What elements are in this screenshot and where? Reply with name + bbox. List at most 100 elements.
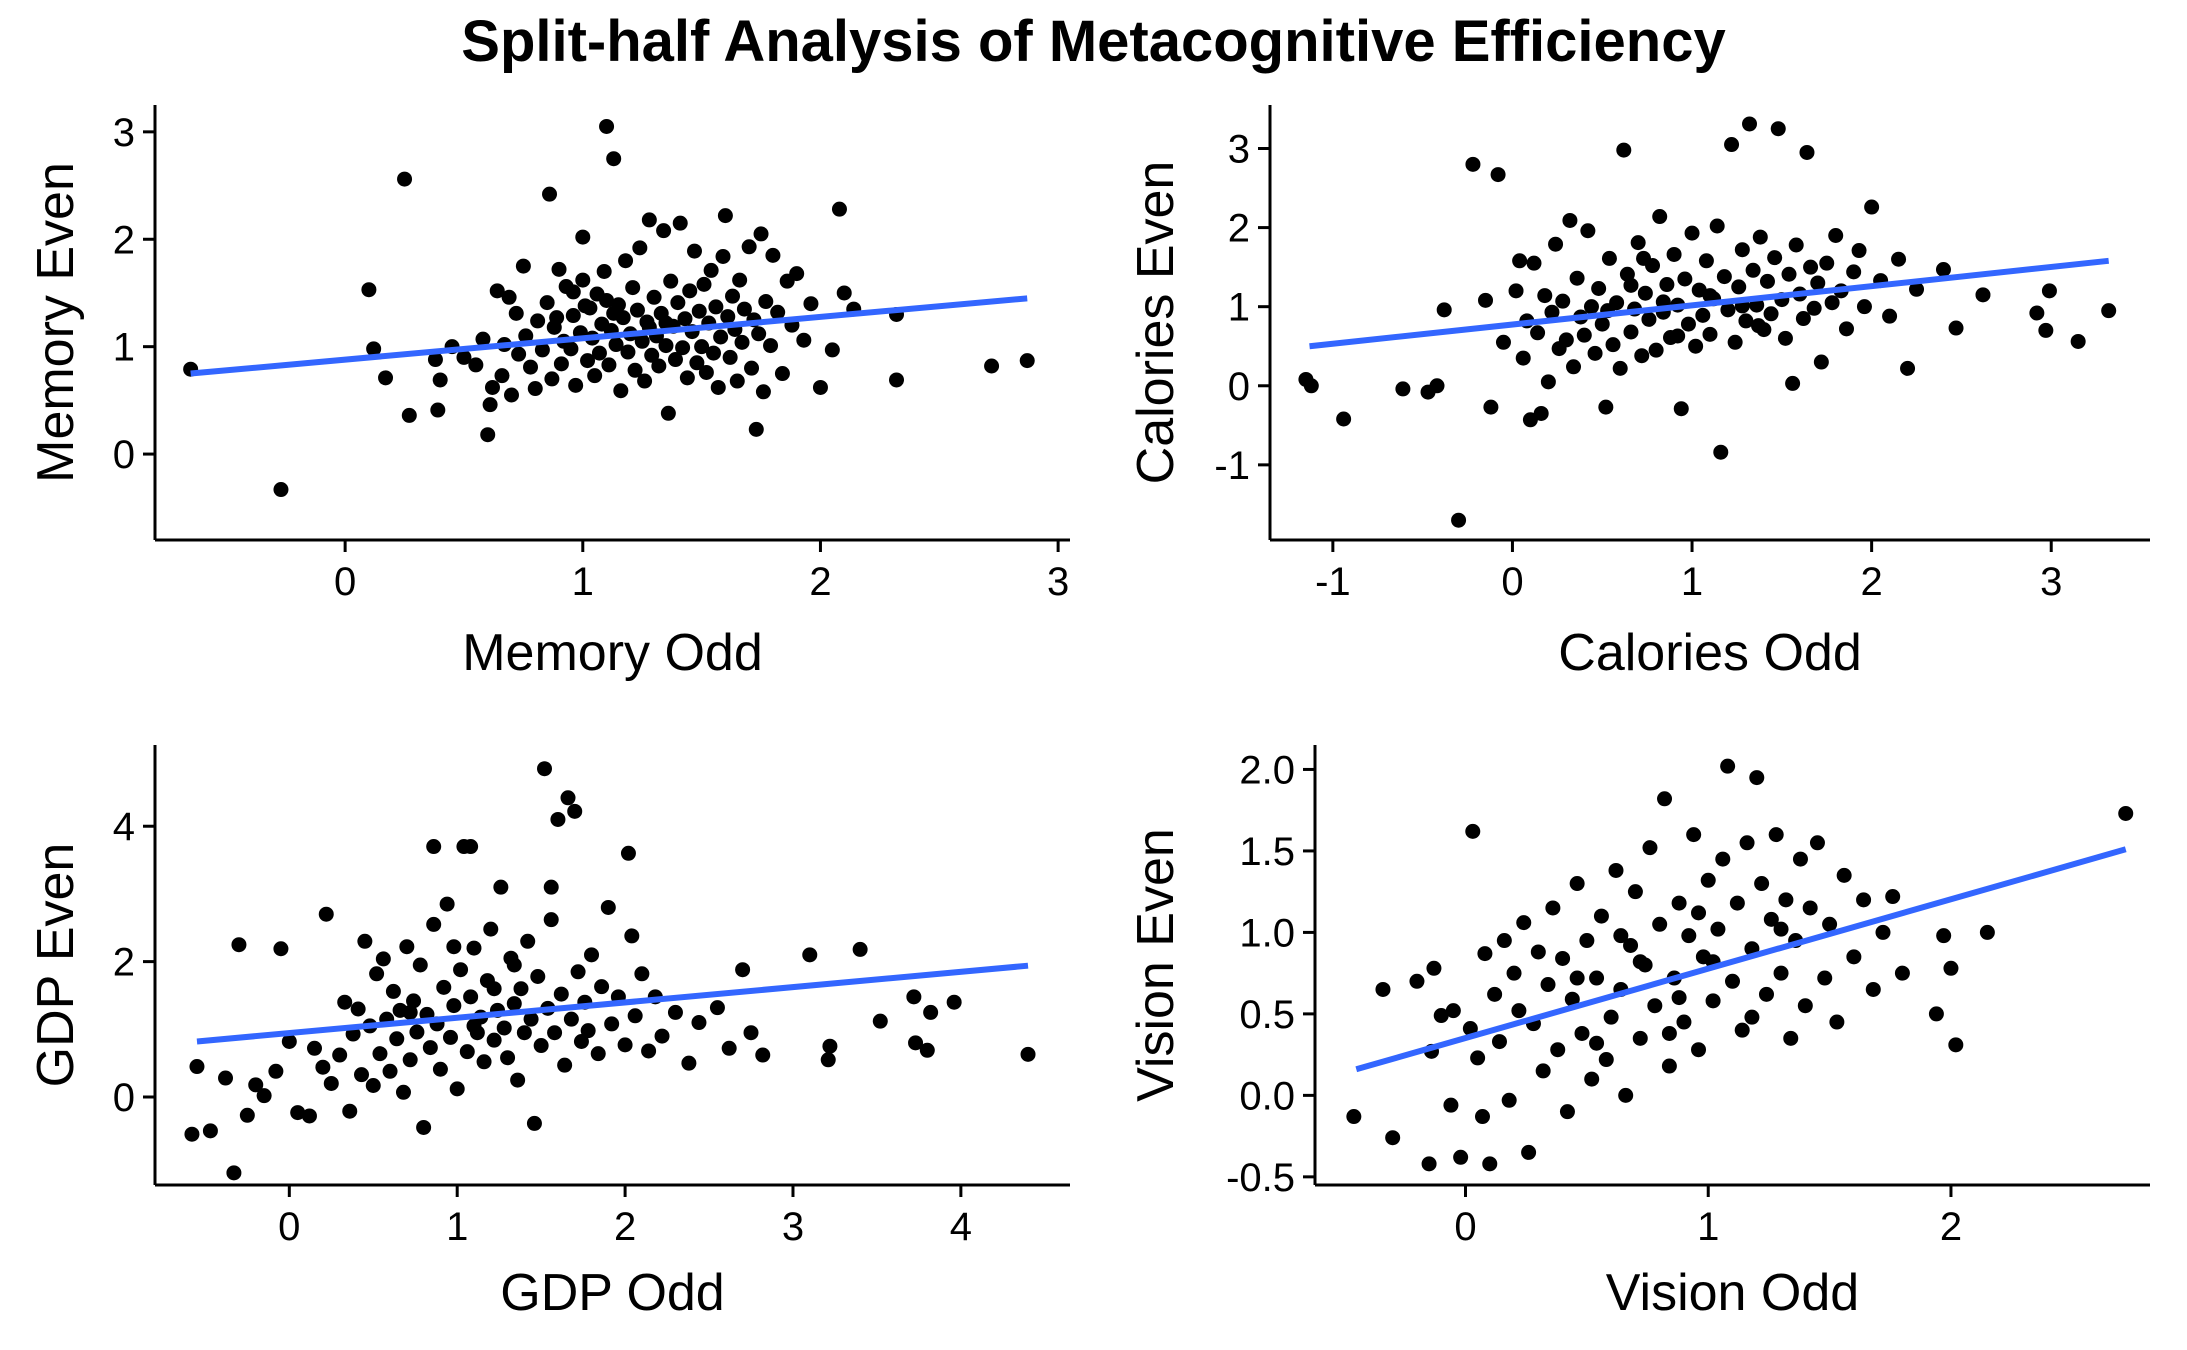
data-point (596, 263, 612, 279)
data-point (523, 359, 539, 375)
data-point (1589, 1035, 1605, 1051)
y-tick-label: 2 (113, 218, 135, 262)
x-axis-title: GDP Odd (500, 1264, 724, 1322)
y-tick-label: 1.0 (1239, 911, 1295, 955)
y-tick-label: -0.5 (1226, 1156, 1295, 1200)
data-point (1695, 307, 1711, 323)
data-point (570, 964, 586, 980)
data-point (412, 957, 428, 973)
y-tick-label: 1.5 (1239, 830, 1295, 874)
data-point (675, 340, 691, 356)
data-point (1698, 253, 1714, 269)
data-point (1758, 986, 1774, 1002)
data-point (618, 253, 634, 269)
data-point (1647, 998, 1663, 1014)
data-point (256, 1088, 272, 1104)
data-point (549, 310, 565, 326)
y-tick-label: 0 (113, 1076, 135, 1120)
data-point (1540, 374, 1556, 390)
data-point (453, 962, 469, 978)
data-point (741, 239, 757, 255)
data-point (480, 427, 496, 443)
data-point (557, 1057, 573, 1073)
y-tick-label: 0.5 (1239, 993, 1295, 1037)
data-point (1817, 970, 1833, 986)
data-point (1537, 288, 1553, 304)
data-point (1433, 1008, 1449, 1024)
data-point (1720, 758, 1736, 774)
y-axis-title: Vision Even (1127, 828, 1185, 1102)
data-point (1799, 144, 1815, 160)
data-point (1948, 1037, 1964, 1053)
data-point (1462, 1021, 1478, 1037)
data-point (1661, 1058, 1677, 1074)
data-point (513, 981, 529, 997)
data-point (1671, 895, 1687, 911)
data-point (466, 1018, 482, 1034)
data-point (332, 1047, 348, 1063)
data-point (1681, 928, 1697, 944)
x-axis-title: Memory Odd (462, 624, 763, 682)
x-tick-label: 3 (782, 1205, 804, 1249)
data-point (446, 939, 462, 955)
data-point (1785, 375, 1801, 391)
data-point (1864, 199, 1880, 215)
data-point (318, 906, 334, 922)
data-point (1465, 823, 1481, 839)
data-point (1465, 156, 1481, 172)
data-point (1928, 1006, 1944, 1022)
data-point (1750, 318, 1766, 334)
data-point (1569, 876, 1585, 892)
data-point (667, 352, 683, 368)
data-point (1501, 1092, 1517, 1108)
data-point (1530, 944, 1546, 960)
data-point (534, 342, 550, 358)
data-point (1616, 142, 1632, 158)
data-point (231, 937, 247, 953)
data-point (1395, 381, 1411, 397)
data-point (691, 303, 707, 319)
data-point (1375, 981, 1391, 997)
data-point (1632, 954, 1648, 970)
data-point (722, 349, 738, 365)
data-point (682, 283, 698, 299)
data-point (1702, 288, 1718, 304)
data-point (658, 315, 674, 331)
data-point (1824, 295, 1840, 311)
data-point (1680, 316, 1696, 332)
data-point (613, 383, 629, 399)
data-point (446, 998, 462, 1014)
data-point (1724, 137, 1740, 153)
scatter-panel-1: 0 1 2 3 0 1 2 3 Memory Odd Memory Even (27, 105, 1070, 682)
data-point (744, 360, 760, 376)
data-point (1634, 348, 1650, 364)
data-point (385, 983, 401, 999)
data-point (1569, 270, 1585, 286)
data-point (1856, 892, 1872, 908)
data-point (2101, 303, 2117, 319)
data-point (1652, 916, 1668, 932)
data-point (1975, 287, 1991, 303)
data-point (1792, 851, 1808, 867)
data-point (516, 1025, 532, 1041)
data-point (1684, 225, 1700, 241)
data-point (1909, 281, 1925, 297)
data-point (1550, 1042, 1566, 1058)
data-point (1948, 320, 1964, 336)
data-point (1436, 302, 1452, 318)
data-point (1882, 308, 1898, 324)
data-point (1752, 229, 1768, 245)
data-point (717, 208, 733, 224)
data-point (511, 346, 527, 362)
data-point (1754, 876, 1770, 892)
regression-line (196, 962, 1029, 1045)
data-point (1809, 835, 1825, 851)
data-point (656, 223, 672, 239)
data-point (1555, 950, 1571, 966)
data-point (248, 1077, 264, 1093)
data-point (1593, 908, 1609, 924)
data-point (1670, 328, 1686, 344)
data-point (654, 1028, 670, 1044)
